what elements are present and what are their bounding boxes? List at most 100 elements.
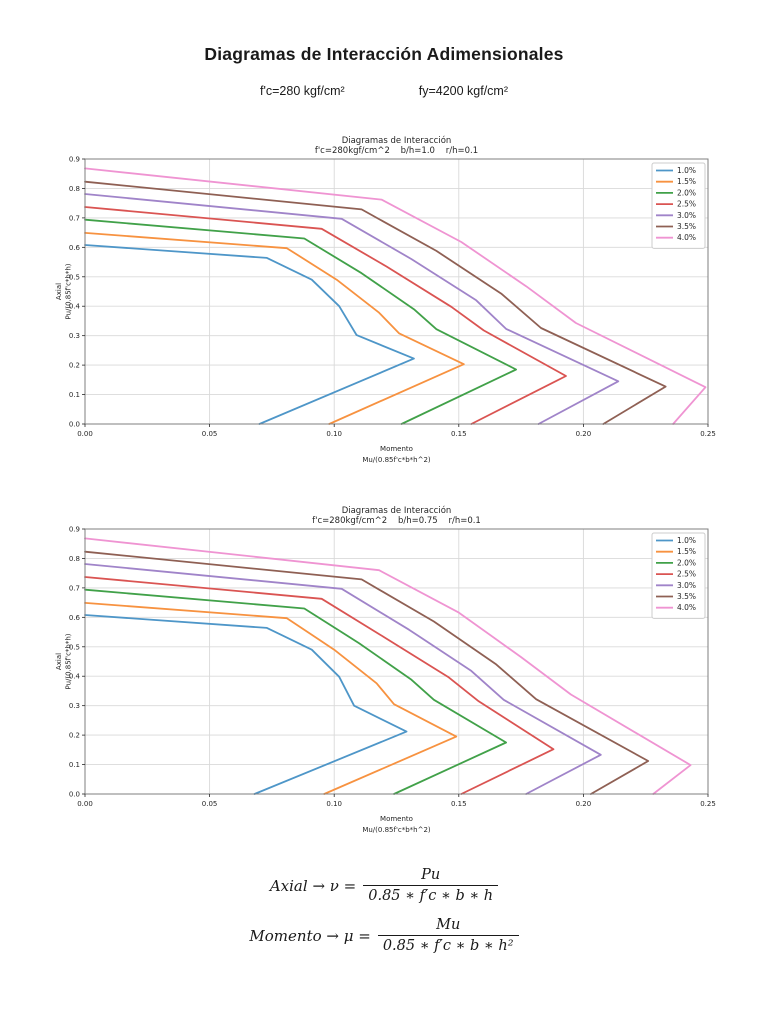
x-tick-label: 0.20: [576, 430, 592, 438]
x-tick-label: 0.10: [326, 800, 342, 808]
y-tick-label: 0.0: [69, 791, 80, 799]
series-line-2.0%: [84, 588, 507, 795]
y-axis: 0.0 0.1 0.2 0.3 0.4 0.5 0.6 0.7 0.8 0.9: [69, 156, 85, 429]
formula-momento: Momento → μ = Mu 0.85 ∗ f′c ∗ b ∗ h²: [249, 916, 519, 955]
formula-axial-numerator: Pu: [421, 867, 441, 883]
series-line-2.0%: [84, 218, 517, 425]
series-line-1.0%: [84, 614, 408, 795]
legend-label-3.0%: 3.0%: [677, 581, 696, 590]
x-axis: 0.00 0.05 0.10 0.15 0.20 0.25: [77, 794, 716, 808]
legend-label-1.0%: 1.0%: [677, 166, 696, 175]
y-tick-label: 0.3: [69, 702, 80, 710]
y-axis: 0.0 0.1 0.2 0.3 0.4 0.5 0.6 0.7 0.8 0.9: [69, 526, 85, 799]
y-tick-label: 0.2: [69, 362, 80, 370]
x-tick-label: 0.10: [326, 430, 342, 438]
chart-ylabel_line1: Axial: [55, 653, 63, 670]
y-tick-label: 0.7: [69, 584, 80, 592]
chart-title_line1: Diagramas de Interacción: [342, 135, 452, 146]
legend-label-2.0%: 2.0%: [677, 558, 696, 567]
x-tick-label: 0.05: [202, 800, 218, 808]
y-tick-label: 0.9: [69, 526, 80, 534]
series-line-3.0%: [84, 563, 602, 795]
chart-xlabel_line2: Mu/(0.85f'c*b*h^2): [362, 826, 431, 834]
legend: 1.0% 1.5% 2.0% 2.5% 3.0% 3.5% 4.0%: [651, 532, 706, 619]
formula-axial: Axial → ν = Pu 0.85 ∗ f′c ∗ b ∗ h: [269, 866, 499, 905]
formulas-section: Axial → ν = Pu 0.85 ∗ f′c ∗ b ∗ h Moment…: [0, 866, 768, 956]
formula-momento-lhs: Momento → μ =: [249, 926, 371, 945]
series-line-2.5%: [84, 576, 555, 795]
y-tick-label: 0.5: [69, 273, 80, 281]
chart-ylabel_line1: Axial: [55, 283, 63, 300]
plot-border: [84, 158, 709, 425]
fy-value: fy=4200 kgf/cm²: [418, 84, 508, 98]
y-tick-label: 0.3: [69, 332, 80, 340]
series-line-2.5%: [84, 206, 567, 425]
y-tick-label: 0.5: [69, 643, 80, 651]
x-tick-label: 0.25: [700, 430, 716, 438]
interaction-diagram-bh-1.0: 0.00 0.05 0.10 0.15 0.20 0.25 0.0 0.1 0.2 0.3 0.4 0…: [40, 125, 740, 475]
chart-ylabel_line2: Pu/(0.85f'c*b*h): [65, 633, 73, 689]
chart-canvas: 0.00 0.05 0.10 0.15 0.20 0.250.00.10.20.30.40…: [55, 135, 716, 464]
chart-xlabel_line2: Mu/(0.85f'c*b*h^2): [362, 456, 431, 464]
chart-title_line2: f'c=280kgf/cm^2 b/h=0.75 r/h=0.1: [312, 516, 481, 526]
grid-lines: [84, 528, 709, 795]
formula-momento-fraction: Mu 0.85 ∗ f′c ∗ b ∗ h²: [377, 916, 519, 955]
series-line-4.0%: [84, 167, 707, 425]
legend-label-1.5%: 1.5%: [677, 177, 696, 186]
x-tick-label: 0.05: [202, 430, 218, 438]
legend-label-1.0%: 1.0%: [677, 536, 696, 545]
x-tick-label: 0.00: [77, 430, 93, 438]
legend-label-1.5%: 1.5%: [677, 547, 696, 556]
y-tick-label: 0.9: [69, 156, 80, 164]
legend-label-2.0%: 2.0%: [677, 188, 696, 197]
y-tick-label: 0.2: [69, 732, 80, 740]
y-tick-label: 0.4: [69, 673, 81, 681]
y-tick-label: 0.6: [69, 614, 81, 622]
series-line-1.5%: [84, 232, 465, 425]
formula-axial-fraction: Pu 0.85 ∗ f′c ∗ b ∗ h: [363, 866, 499, 905]
y-tick-label: 0.8: [69, 555, 80, 563]
chart-canvas: 0.00 0.05 0.10 0.15 0.20 0.250.00.10.20.30.40…: [55, 505, 716, 834]
series-line-4.0%: [84, 537, 692, 795]
formula-momento-numerator: Mu: [436, 917, 461, 934]
y-tick-label: 0.6: [69, 244, 81, 252]
legend-label-3.5%: 3.5%: [677, 222, 696, 231]
series-line-3.5%: [84, 180, 667, 425]
fc-value: f'c=280 kgf/cm²: [260, 84, 345, 98]
series-line-3.0%: [84, 193, 620, 425]
y-tick-label: 0.8: [69, 185, 80, 193]
formula-momento-denominator: 0.85 ∗ f′c ∗ b ∗ h²: [377, 935, 519, 955]
y-tick-label: 0.1: [69, 761, 80, 769]
x-tick-label: 0.15: [451, 800, 467, 808]
y-tick-label: 0.4: [69, 303, 81, 311]
legend-label-2.5%: 2.5%: [677, 200, 696, 209]
series-line-1.5%: [84, 602, 458, 795]
legend-label-4.0%: 4.0%: [677, 233, 696, 242]
formula-axial-denominator: 0.85 ∗ f′c ∗ b ∗ h: [363, 885, 499, 905]
x-tick-label: 0.25: [700, 800, 716, 808]
material-properties: f'c=280 kgf/cm² fy=4200 kgf/cm²: [0, 84, 768, 98]
y-tick-label: 0.7: [69, 214, 80, 222]
y-tick-label: 0.1: [69, 391, 80, 399]
interaction-diagram-bh-0.75: 0.00 0.05 0.10 0.15 0.20 0.25 0.0 0.1 0.2 0.3 0.4 0…: [40, 495, 740, 845]
chart-xlabel_line1: Momento: [380, 445, 413, 453]
chart-title_line1: Diagramas de Interacción: [342, 505, 452, 516]
legend-label-2.5%: 2.5%: [677, 570, 696, 579]
y-tick-label: 0.0: [69, 421, 80, 429]
chart-ylabel_line2: Pu/(0.85f'c*b*h): [65, 263, 73, 319]
series-line-3.5%: [84, 550, 650, 795]
legend: 1.0% 1.5% 2.0% 2.5% 3.0% 3.5% 4.0%: [651, 162, 706, 249]
x-axis: 0.00 0.05 0.10 0.15 0.20 0.25: [77, 424, 716, 438]
legend-label-3.0%: 3.0%: [677, 211, 696, 220]
chart-xlabel_line1: Momento: [380, 815, 413, 823]
formula-axial-lhs: Axial → ν =: [269, 876, 357, 895]
chart-title_line2: f'c=280kgf/cm^2 b/h=1.0 r/h=0.1: [315, 146, 478, 156]
page-title: Diagramas de Interacción Adimensionales: [204, 44, 564, 64]
x-tick-label: 0.20: [576, 800, 592, 808]
legend-label-4.0%: 4.0%: [677, 603, 696, 612]
legend-label-3.5%: 3.5%: [677, 592, 696, 601]
plot-border: [84, 528, 709, 795]
x-tick-label: 0.00: [77, 800, 93, 808]
series-line-1.0%: [84, 244, 415, 425]
